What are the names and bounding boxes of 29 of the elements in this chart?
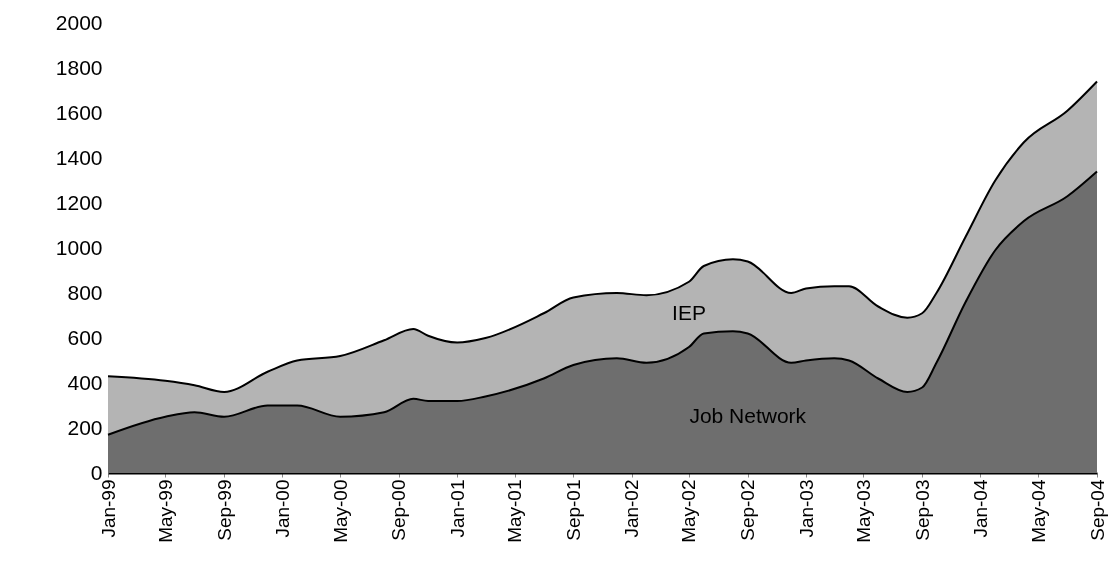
y-tick-label: 800: [67, 280, 103, 304]
x-tick-label: Jan-03: [795, 479, 817, 538]
x-tick-label: May-00: [329, 479, 351, 543]
y-tick-label: 1000: [55, 235, 103, 259]
y-tick-label: 1600: [55, 100, 103, 124]
y-tick-label: 1200: [55, 190, 103, 214]
x-tick-label: Sep-00: [388, 479, 410, 541]
x-tick-label: Jan-02: [621, 479, 643, 538]
x-tick-label: Sep-99: [213, 479, 235, 541]
x-tick-label: Sep-02: [737, 479, 759, 541]
x-tick-label: Sep-03: [911, 479, 933, 541]
y-tick-label: 600: [67, 325, 103, 349]
x-tick-label: May-01: [504, 479, 526, 543]
x-tick-label: Jan-04: [969, 479, 991, 538]
y-tick-label: 2000: [55, 10, 103, 34]
y-tick-label: 1800: [55, 55, 103, 79]
x-tick-label: Jan-00: [271, 479, 293, 538]
x-tick-label: May-99: [154, 479, 176, 543]
y-tick-label: 1400: [55, 145, 103, 169]
x-tick-label: Sep-04: [1086, 479, 1108, 541]
y-tick-label: 200: [67, 415, 103, 439]
x-tick-label: Sep-01: [562, 479, 584, 541]
x-tick-label: May-02: [678, 479, 700, 543]
series-label: Job Network: [689, 404, 807, 428]
x-tick-label: Jan-01: [446, 479, 468, 538]
x-tick-label: May-03: [852, 479, 874, 543]
x-tick-label: May-04: [1027, 479, 1049, 543]
series-label: IEP: [672, 301, 706, 325]
y-tick-label: 400: [67, 370, 103, 394]
